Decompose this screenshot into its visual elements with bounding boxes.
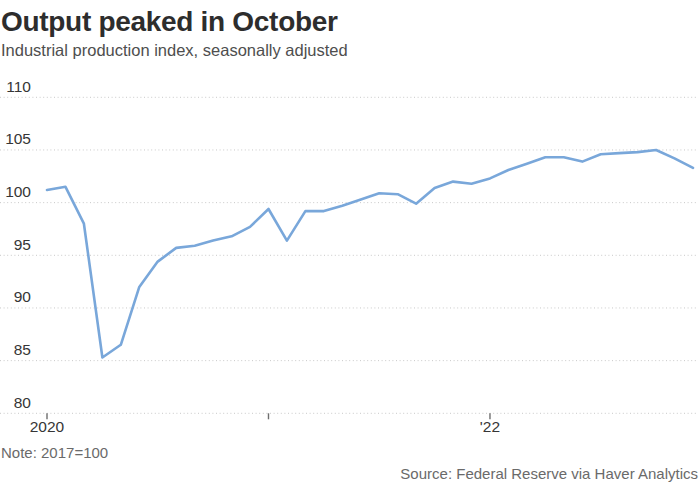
x-axis-label: 2020 [30,418,65,435]
y-axis-label: 85 [14,341,31,358]
industrial-production-line [47,150,693,358]
chart-note: Note: 2017=100 [1,444,108,461]
production-index-chart: 80 85 90 95 100 105 110 2020 '22 [0,0,700,440]
y-axis-label: 95 [14,236,31,253]
y-axis-label: 80 [14,394,32,411]
y-axis-label: 110 [6,78,31,95]
chart-page: Output peaked in October Industrial prod… [0,0,700,490]
y-axis-label: 100 [5,183,31,200]
y-axis-label: 105 [5,130,31,147]
chart-source: Source: Federal Reserve via Haver Analyt… [400,465,698,482]
x-axis-label: '22 [480,418,500,435]
y-axis-label: 90 [14,288,32,305]
